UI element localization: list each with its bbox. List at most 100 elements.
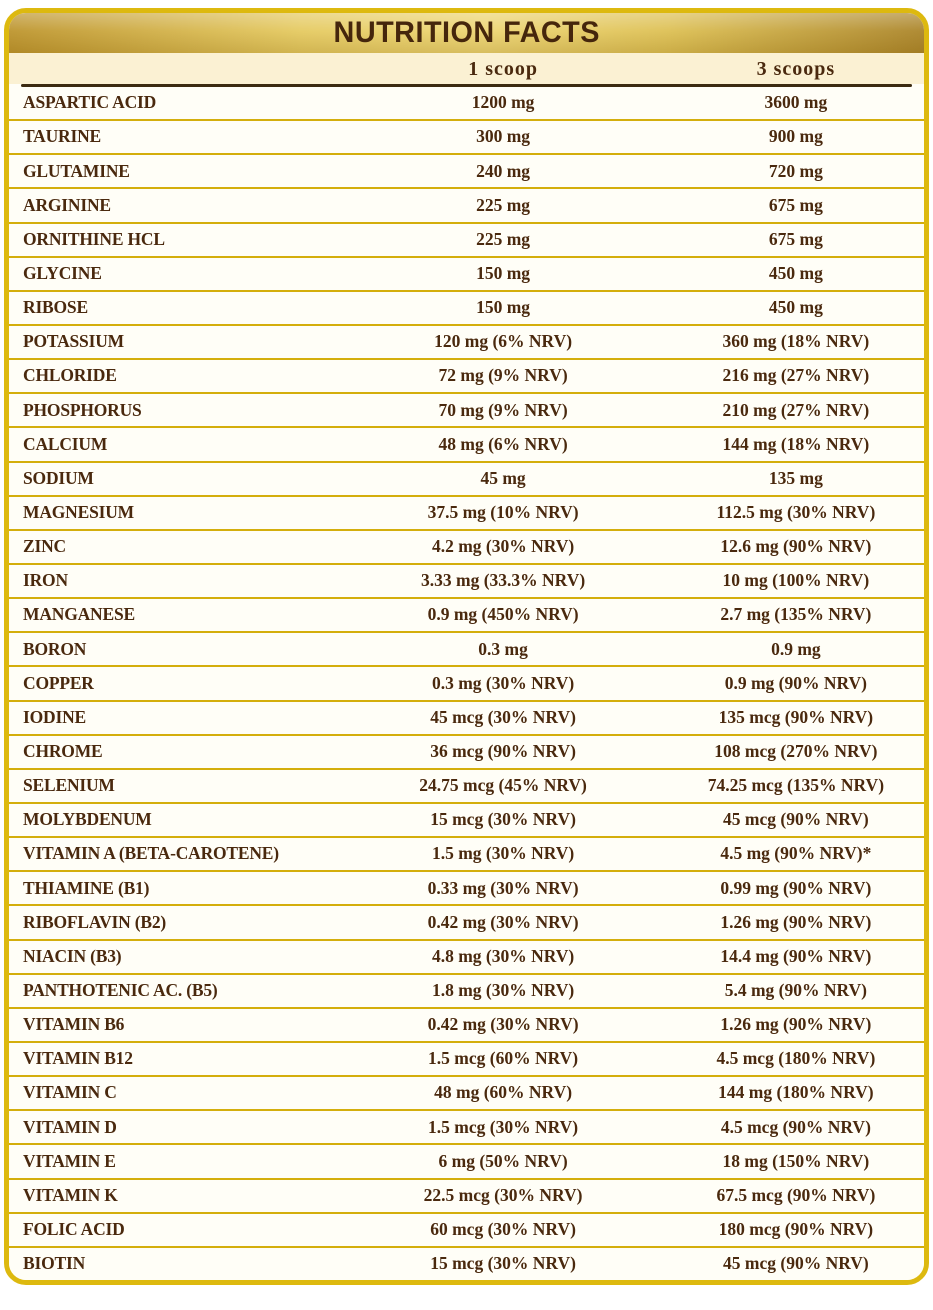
table-row: BORON 0.3 mg 0.9 mg — [9, 633, 924, 668]
table-row: TAURINE 300 mg 900 mg — [9, 121, 924, 156]
nutrient-amount-3scoops: 900 mg — [768, 126, 823, 147]
nutrient-amount-3scoops: 112.5 mg (30% NRV) — [716, 502, 876, 522]
nutrient-name: CHROME — [23, 740, 103, 761]
nutrient-amount-3scoops: 45 mcg (90% NRV) — [723, 1253, 869, 1274]
table-row: IRON 3.33 mg (33.3% NRV) 10 mg (100% NRV) — [9, 564, 924, 600]
nutrient-amount-3scoops: 675 mg — [768, 228, 823, 249]
nutrient-name: MANGANESE — [23, 604, 135, 625]
table-row: PANTHOTENIC AC. (B5) 1.8 mg (30% NRV) 5.4 … — [9, 974, 924, 1009]
nutrient-amount-3scoops: 1.26 mg (90% NRV) — [720, 1014, 872, 1035]
table-row: MOLYBDENUM 15 mcg (30% NRV) 45 mcg (90% NR… — [9, 803, 924, 839]
nutrient-name: RIBOSE — [23, 297, 88, 318]
nutrient-amount-1scoop: 1.5 mcg (60% NRV) — [428, 1048, 579, 1069]
nutrient-amount-3scoops: 0.99 mg (90% NRV) — [720, 877, 872, 898]
nutrient-name: VITAMIN D — [23, 1116, 117, 1137]
table-row: BIOTIN 15 mcg (30% NRV) 45 mcg (90% NRV) — [9, 1247, 924, 1280]
nutrient-amount-1scoop: 120 mg (6% NRV) — [434, 331, 573, 352]
nutrient-amount-1scoop: 24.75 mcg (45% NRV) — [419, 775, 587, 796]
nutrient-amount-1scoop: 37.5 mg (10% NRV) — [427, 502, 579, 522]
nutrient-name: NIACIN (B3) — [23, 945, 122, 966]
table-row: ASPARTIC ACID 1200 mg 3600 mg — [9, 87, 924, 122]
nutrient-amount-3scoops: 74.25 mcg (135% NRV) — [707, 775, 885, 796]
nutrient-amount-1scoop: 4.8 mg (30% NRV) — [431, 945, 575, 966]
nutrient-amount-3scoops: 14.4 mg (90% NRV) — [720, 945, 872, 966]
nutrient-amount-3scoops: 108 mcg (270% NRV) — [714, 740, 878, 761]
nutrient-name: COPPER — [23, 672, 94, 693]
nutrient-amount-1scoop: 48 mg (60% NRV) — [434, 1082, 573, 1103]
nutrient-name: VITAMIN B12 — [23, 1048, 133, 1069]
nutrient-name: IRON — [23, 570, 68, 591]
nutrient-name: PHOSPHORUS — [23, 399, 142, 420]
nutrient-name: TAURINE — [23, 126, 102, 147]
nutrient-amount-3scoops: 675 mg — [768, 194, 823, 215]
nutrient-amount-3scoops: 12.6 mg (90% NRV) — [720, 536, 872, 557]
nutrient-amount-3scoops: 210 mg (27% NRV) — [722, 399, 870, 420]
nutrient-table-body: ASPARTIC ACID 1200 mg 3600 mg TAURINE 300 mg… — [9, 87, 924, 1280]
table-row: VITAMIN E 6 mg (50% NRV) 18 mg (150% NRV) — [9, 1145, 924, 1180]
nutrient-amount-1scoop: 0.33 mg (30% NRV) — [427, 877, 579, 898]
table-row: VITAMIN D 1.5 mcg (30% NRV) 4.5 mcg (90% N… — [9, 1111, 924, 1146]
nutrient-amount-3scoops: 0.9 mg (90% NRV) — [724, 672, 868, 693]
nutrient-amount-1scoop: 45 mg — [480, 467, 526, 488]
table-row: ARGININE 225 mg 675 mg — [9, 189, 924, 224]
nutrient-amount-3scoops: 67.5 mcg (90% NRV) — [716, 1184, 876, 1205]
nutrient-amount-3scoops: 450 mg — [768, 263, 823, 284]
nutrient-amount-3scoops: 135 mcg (90% NRV) — [718, 706, 874, 727]
table-row: GLYCINE 150 mg 450 mg — [9, 257, 924, 292]
table-row: PHOSPHORUS 70 mg (9% NRV) 210 mg (27% NRV) — [9, 394, 924, 429]
table-row: CHROME 36 mcg (90% NRV) 108 mcg (270% NRV) — [9, 735, 924, 770]
nutrient-amount-1scoop: 70 mg (9% NRV) — [438, 399, 568, 420]
nutrient-amount-1scoop: 45 mcg (30% NRV) — [430, 706, 576, 727]
nutrient-amount-3scoops: 4.5 mcg (180% NRV) — [716, 1048, 876, 1069]
nutrient-name: POTASSIUM — [23, 331, 124, 352]
nutrient-name: BORON — [23, 638, 87, 659]
nutrient-name: BIOTIN — [23, 1253, 86, 1274]
nutrient-name: ZINC — [23, 536, 66, 557]
nutrient-amount-3scoops: 144 mg (180% NRV) — [718, 1082, 874, 1103]
nutrient-amount-1scoop: 15 mcg (30% NRV) — [430, 1253, 576, 1274]
nutrient-amount-3scoops: 180 mcg (90% NRV) — [718, 1218, 874, 1239]
nutrient-amount-3scoops: 360 mg (18% NRV) — [722, 331, 870, 352]
table-row: SELENIUM 24.75 mcg (45% NRV) 74.25 mcg (13… — [9, 769, 924, 804]
nutrient-name: VITAMIN E — [23, 1150, 116, 1171]
nutrient-amount-1scoop: 48 mg (6% NRV) — [438, 433, 568, 454]
table-row: VITAMIN C 48 mg (60% NRV) 144 mg (180% NRV… — [9, 1077, 924, 1112]
nutrient-amount-1scoop: 0.42 mg (30% NRV) — [427, 911, 579, 932]
nutrient-name: RIBOFLAVIN (B2) — [23, 911, 167, 932]
table-row: CALCIUM 48 mg (6% NRV) 144 mg (18% NRV) — [9, 428, 924, 463]
nutrient-amount-3scoops: 0.9 mg — [771, 638, 821, 659]
nutrient-amount-1scoop: 150 mg — [476, 297, 531, 318]
nutrient-name: CALCIUM — [23, 433, 108, 454]
table-row: FOLIC ACID 60 mcg (30% NRV) 180 mcg (90% N… — [9, 1213, 924, 1248]
nutrient-amount-1scoop: 22.5 mcg (30% NRV) — [423, 1184, 583, 1205]
nutrient-amount-1scoop: 1.5 mcg (30% NRV) — [428, 1116, 579, 1137]
nutrient-amount-1scoop: 300 mg — [476, 126, 531, 147]
nutrient-name: ARGININE — [23, 194, 111, 215]
nutrient-amount-1scoop: 0.3 mg (30% NRV) — [431, 672, 575, 693]
nutrient-amount-1scoop: 3.33 mg (33.3% NRV) — [421, 570, 586, 591]
nutrient-name: THIAMINE (B1) — [23, 877, 150, 898]
nutrient-amount-1scoop: 60 mcg (30% NRV) — [430, 1218, 576, 1239]
title-band: NUTRITION FACTS — [9, 13, 924, 53]
nutrient-amount-1scoop: 72 mg (9% NRV) — [438, 365, 568, 386]
nutrient-name: GLUTAMINE — [23, 160, 130, 181]
table-row: VITAMIN A (BETA-CAROTENE) 1.5 mg (30% NRV… — [9, 838, 924, 873]
nutrient-name: MAGNESIUM — [23, 502, 134, 522]
table-row: VITAMIN B6 0.42 mg (30% NRV) 1.26 mg (90% … — [9, 1008, 924, 1043]
nutrient-amount-3scoops: 1.26 mg (90% NRV) — [720, 911, 872, 932]
nutrient-amount-1scoop: 0.3 mg — [478, 638, 528, 659]
nutrient-amount-3scoops: 18 mg (150% NRV) — [722, 1150, 870, 1171]
table-row: RIBOSE 150 mg 450 mg — [9, 291, 924, 326]
nutrient-amount-3scoops: 10 mg (100% NRV) — [722, 570, 870, 591]
nutrient-amount-1scoop: 36 mcg (90% NRV) — [430, 740, 576, 761]
nutrient-name: ORNITHINE HCL — [23, 228, 165, 249]
nutrient-amount-1scoop: 0.42 mg (30% NRV) — [427, 1014, 579, 1035]
nutrient-amount-1scoop: 150 mg — [476, 263, 531, 284]
nutrient-amount-3scoops: 4.5 mcg (90% NRV) — [720, 1116, 871, 1137]
nutrient-amount-3scoops: 450 mg — [768, 297, 823, 318]
nutrient-name: VITAMIN C — [23, 1082, 117, 1103]
nutrient-amount-3scoops: 720 mg — [768, 160, 823, 181]
nutrient-name: VITAMIN K — [23, 1184, 118, 1205]
nutrient-amount-1scoop: 1200 mg — [471, 92, 535, 113]
table-row: ZINC 4.2 mg (30% NRV) 12.6 mg (90% NRV) — [9, 530, 924, 565]
